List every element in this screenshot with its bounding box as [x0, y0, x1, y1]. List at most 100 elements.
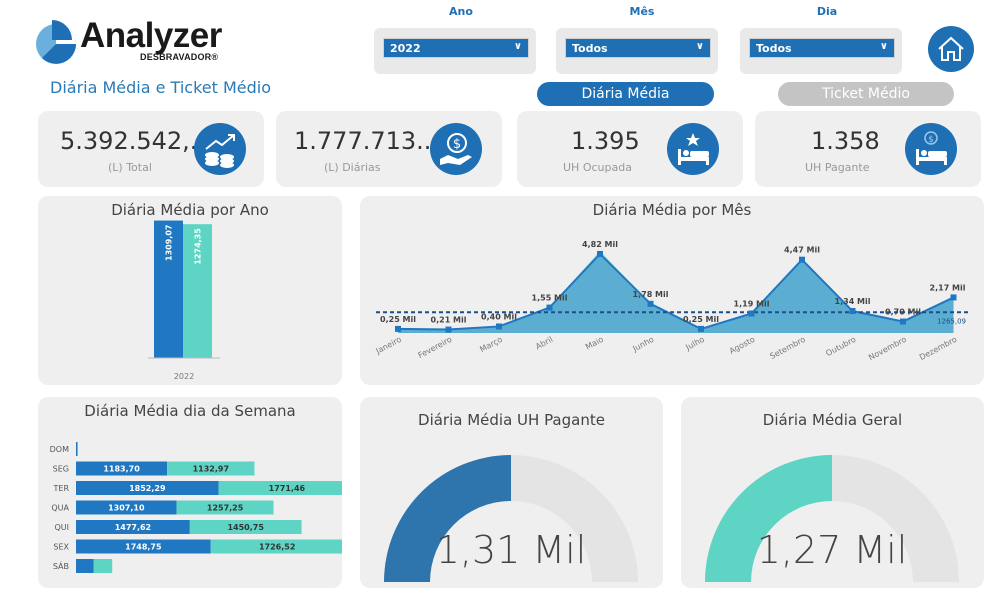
mes-select[interactable]: Todos ∨: [565, 38, 711, 58]
weekday-bar-ticket[interactable]: [189, 520, 302, 534]
month-tick-label: Junho: [630, 335, 655, 354]
month-point[interactable]: [748, 310, 755, 317]
weekday-bar-diaria[interactable]: [76, 559, 94, 573]
coins-trending-icon: [194, 123, 246, 175]
month-chart-card: Diária Média por Mês 1265,09 0,25 Mil Jane…: [360, 196, 984, 385]
weekday-value-a: 1748,75: [125, 543, 162, 552]
month-point[interactable]: [647, 300, 654, 307]
filter-label-dia: Dia: [816, 5, 838, 18]
weekday-label: QUA: [51, 504, 69, 513]
month-point[interactable]: [395, 325, 401, 332]
ano-select[interactable]: 2022 ∨: [383, 38, 529, 58]
kpi-card-uh-pagante: 1.358 UH Pagante $: [755, 111, 981, 187]
weekday-bar-diaria[interactable]: [76, 500, 177, 515]
month-data-label: 0,40 Mil: [481, 312, 517, 321]
brand-logo: [30, 18, 78, 66]
weekday-bar-diaria[interactable]: [76, 461, 168, 476]
toggle-diaria-media[interactable]: Diária Média: [537, 82, 714, 106]
filter-ano: 2022 ∨: [374, 28, 536, 74]
weekday-bar-ticket[interactable]: [218, 481, 342, 495]
week-chart: DOM SEG 1183,70 1132,97 TER 1852,29 1771,46 QUA…: [50, 442, 342, 573]
month-tick-label: Abril: [534, 335, 554, 352]
month-point[interactable]: [698, 325, 704, 332]
kpi-card-total: 5.392.542,... (L) Total: [38, 111, 264, 187]
filter-dia: Todos ∨: [740, 28, 902, 74]
svg-text:$: $: [453, 137, 461, 152]
home-button[interactable]: [928, 26, 974, 72]
kpi-label: (L) Diárias: [324, 161, 381, 174]
year-bar[interactable]: [183, 224, 212, 358]
weekday-bar-ticket[interactable]: [176, 500, 274, 515]
month-data-label: 0,21 Mil: [431, 316, 467, 325]
weekday-bar-diaria[interactable]: [76, 442, 78, 456]
month-point[interactable]: [849, 308, 856, 315]
year-bar-label: 1274,35: [194, 228, 203, 265]
weekday-value-b: 1257,25: [207, 504, 244, 513]
month-point[interactable]: [900, 318, 906, 325]
bed-star-icon: [667, 123, 719, 175]
weekday-bar-diaria[interactable]: [76, 520, 190, 534]
month-tick-label: Novembro: [867, 335, 908, 362]
bed-money-icon: $: [905, 123, 957, 175]
kpi-value: 1.358: [811, 127, 880, 155]
svg-text:$: $: [928, 135, 934, 145]
month-point[interactable]: [950, 294, 957, 301]
gauge-uh-pagante: 1,31 Mil: [384, 455, 638, 582]
filter-label-mes: Mês: [629, 5, 655, 18]
weekday-label: SEG: [53, 465, 69, 474]
weekday-value-a: 1852,29: [129, 484, 166, 493]
month-tick-label: Julho: [684, 335, 707, 353]
weekday-bar-ticket[interactable]: [93, 559, 113, 573]
page-title: Diária Média e Ticket Médio: [50, 78, 272, 97]
chevron-down-icon: ∨: [695, 41, 704, 52]
month-tick-label: Dezembro: [918, 335, 959, 362]
weekday-label: DOM: [50, 445, 69, 454]
kpi-card-uh-ocupada: 1.395 UH Ocupada: [517, 111, 743, 187]
month-tick-label: Maio: [584, 335, 605, 352]
month-data-label: 0,25 Mil: [683, 315, 719, 324]
month-point[interactable]: [445, 326, 452, 333]
month-average-label: 1265,09: [937, 317, 966, 325]
dia-select[interactable]: Todos ∨: [749, 38, 895, 58]
weekday-label: QUI: [54, 523, 69, 532]
weekday-value-b: 1450,75: [227, 523, 264, 532]
gauge-value: 1,31 Mil: [436, 528, 587, 572]
month-data-label: 2,17 Mil: [930, 283, 966, 292]
weekday-value-b: 1132,97: [193, 465, 229, 474]
week-chart-card: Diária Média dia da Semana DOM SEG 1183,70…: [38, 397, 342, 588]
year-chart-title: Diária Média por Ano: [111, 201, 269, 219]
gauge-title: Diária Média Geral: [762, 411, 903, 429]
weekday-label: SEX: [53, 543, 69, 552]
month-data-label: 1,55 Mil: [532, 294, 568, 303]
month-tick-label: Março: [478, 335, 504, 354]
month-tick-label: Agosto: [728, 335, 757, 356]
year-chart-card: Diária Média por Ano 1309,07 1274,35 2022: [38, 196, 342, 385]
year-tick-label: 2022: [174, 372, 194, 381]
month-data-label: 4,47 Mil: [784, 246, 820, 255]
month-tick-label: Janeiro: [374, 335, 403, 356]
year-chart: 1309,07 1274,35 2022: [148, 220, 220, 381]
kpi-value: 5.392.542,...: [60, 127, 213, 155]
kpi-card-diarias: 1.777.713... (L) Diárias $: [276, 111, 502, 187]
month-data-label: 0,70 Mil: [885, 308, 921, 317]
gauge-fill: [384, 455, 511, 582]
kpi-label: UH Pagante: [805, 161, 870, 174]
chevron-down-icon: ∨: [879, 41, 888, 52]
month-point[interactable]: [597, 250, 603, 257]
year-bar[interactable]: [154, 220, 183, 358]
home-icon: [938, 36, 964, 61]
week-chart-title: Diária Média dia da Semana: [84, 402, 296, 420]
gauge-value: 1,27 Mil: [757, 528, 908, 572]
weekday-bar-diaria[interactable]: [76, 481, 219, 495]
weekday-bar-ticket[interactable]: [210, 539, 342, 554]
gauge-title: Diária Média UH Pagante: [418, 411, 605, 429]
weekday-bar-diaria[interactable]: [76, 539, 211, 554]
month-point[interactable]: [799, 256, 805, 263]
month-point[interactable]: [546, 304, 553, 311]
weekday-bar-ticket[interactable]: [167, 461, 255, 476]
weekday-value-b: 1726,52: [259, 543, 295, 552]
toggle-ticket-medio[interactable]: Ticket Médio: [778, 82, 954, 106]
month-point[interactable]: [496, 323, 502, 330]
month-chart: 1265,09 0,25 Mil Janeiro 0,21 Mil Fevereiro 0…: [374, 240, 968, 362]
month-tick-label: Fevereiro: [417, 335, 454, 360]
